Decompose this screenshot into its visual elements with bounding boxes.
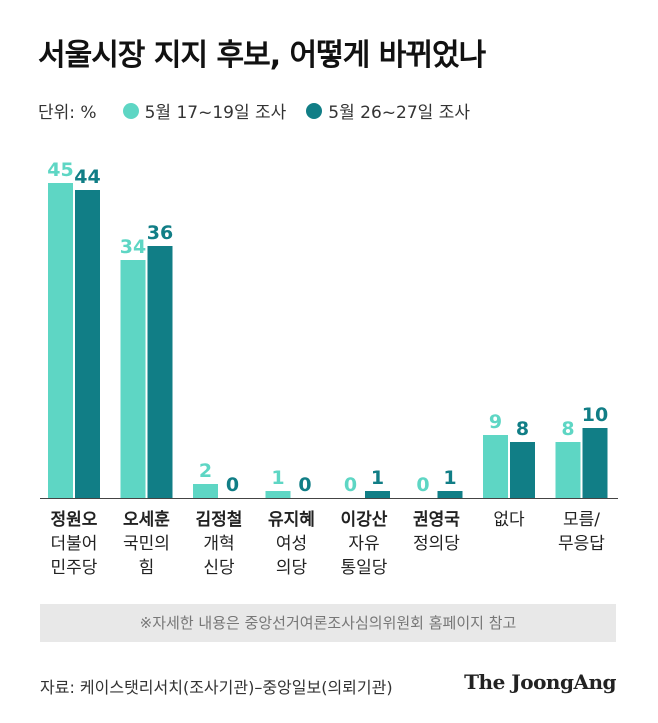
category-sublabel: 의당	[275, 558, 308, 578]
candidate-name: 이강산	[340, 510, 388, 530]
unit-label: 단위: %	[38, 103, 97, 123]
legend-swatch-series1	[122, 102, 139, 119]
footnote: ※자세한 내용은 중앙선거여론조사심의위원회 홈페이지 참고	[40, 604, 616, 642]
legend: 단위: % 5월 17~19일 조사 5월 26~27일 조사	[38, 98, 490, 123]
category-sublabel: 자유	[348, 534, 380, 554]
category-sublabel: 없다	[493, 510, 525, 530]
category-sublabel: 신당	[203, 558, 235, 578]
value-label-series2-5: 1	[443, 467, 456, 489]
candidate-name: 유지혜	[268, 510, 315, 530]
category-sublabel: 무응답	[558, 534, 605, 554]
value-label-series2-1: 36	[147, 222, 173, 244]
value-label-series2-6: 8	[516, 418, 529, 440]
bar-series1-6	[483, 435, 508, 498]
value-label-series2-3: 0	[298, 474, 311, 496]
bar-series2-0	[75, 190, 100, 498]
value-label-series1-4: 0	[344, 474, 357, 496]
source-text: 자료: 케이스탯리서치(조사기관)–중앙일보(의뢰기관)	[40, 678, 393, 697]
chart-title: 서울시장 지지 후보, 어떻게 바뀌었나	[38, 38, 486, 73]
value-label-series1-7: 8	[561, 418, 574, 440]
category-sublabel: 여성	[275, 534, 308, 554]
value-label-series1-3: 1	[271, 467, 284, 489]
bar-series2-5	[437, 491, 463, 498]
category-sublabel: 힘	[138, 558, 155, 578]
candidate-name: 김정철	[195, 510, 243, 530]
legend-item-series2: 5월 26~27일 조사	[306, 98, 470, 123]
legend-label-series2: 5월 26~27일 조사	[328, 103, 470, 123]
value-label-series2-4: 1	[371, 467, 384, 489]
bar-series2-4	[365, 491, 390, 498]
bar-series2-7	[582, 428, 608, 498]
value-label-series1-0: 45	[47, 159, 73, 181]
bar-series1-7	[555, 442, 581, 498]
category-label-6: 없다	[472, 508, 546, 532]
category-sublabel: 통일당	[340, 558, 388, 578]
bar-series1-3	[265, 491, 291, 498]
bar-series1-0	[48, 183, 73, 498]
bar-series1-2	[193, 484, 218, 498]
legend-item-series1: 5월 17~19일 조사	[122, 98, 287, 123]
value-label-series1-2: 2	[199, 460, 212, 482]
candidate-name: 정원오	[50, 510, 98, 530]
value-label-series2-0: 44	[74, 166, 100, 188]
brand-logo: The JoongAng	[464, 670, 616, 694]
bar-series2-1	[147, 246, 173, 498]
legend-swatch-series2	[306, 102, 323, 119]
bar-series2-6	[510, 442, 535, 498]
category-sublabel: 개혁	[203, 534, 235, 554]
value-label-series1-5: 0	[416, 474, 429, 496]
category-sublabel: 모름/	[562, 510, 600, 530]
value-label-series2-7: 10	[582, 404, 608, 426]
category-sublabel: 민주당	[50, 558, 98, 578]
category-sublabel: 더불어	[50, 534, 98, 554]
legend-label-series1: 5월 17~19일 조사	[144, 103, 287, 123]
candidate-name: 권영국	[413, 510, 460, 530]
category-sublabel: 정의당	[413, 534, 460, 554]
category-label-7: 모름/무응답	[545, 508, 619, 556]
candidate-name: 오세훈	[123, 510, 170, 530]
value-label-series2-2: 0	[226, 474, 239, 496]
value-label-series1-1: 34	[120, 236, 146, 258]
value-label-series1-6: 9	[489, 411, 502, 433]
bar-series1-1	[120, 260, 146, 498]
category-sublabel: 국민의	[123, 534, 170, 554]
